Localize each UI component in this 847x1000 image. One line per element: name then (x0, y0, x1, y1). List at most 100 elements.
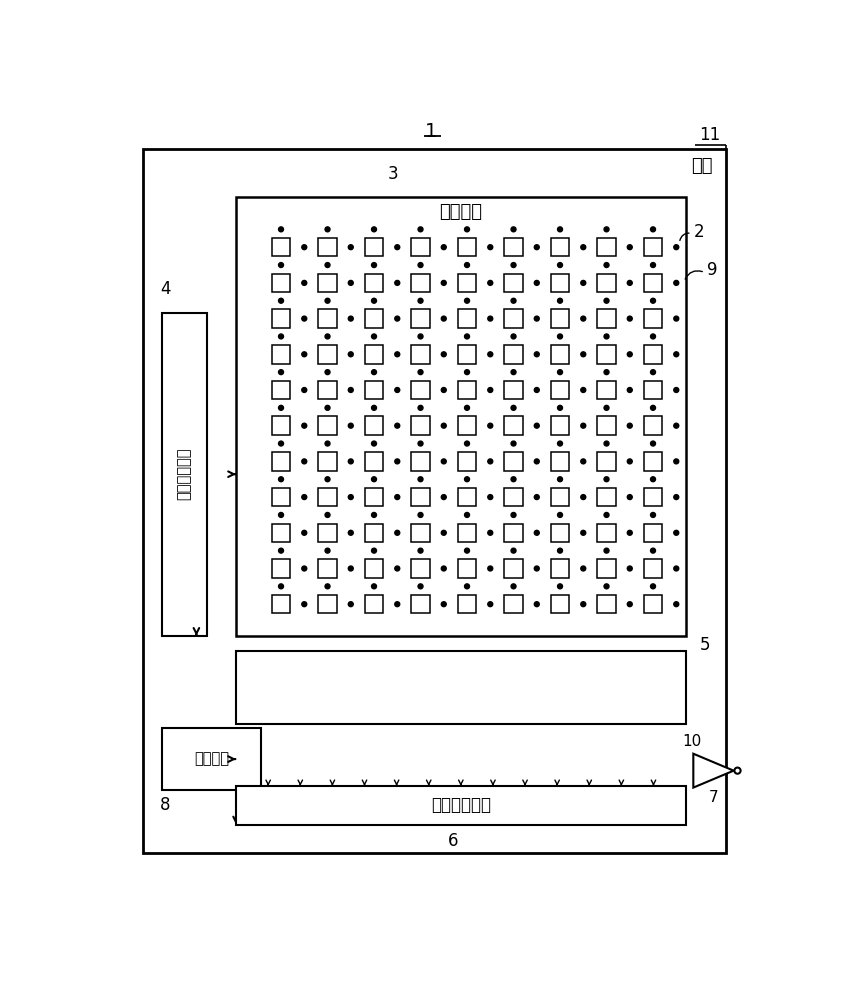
Bar (272, 274, 291, 292)
Circle shape (534, 530, 540, 535)
Bar (365, 595, 384, 613)
Bar (318, 381, 337, 399)
Bar (411, 524, 430, 542)
Circle shape (325, 512, 330, 517)
Circle shape (557, 584, 562, 589)
Circle shape (418, 584, 423, 589)
Text: 4: 4 (160, 280, 171, 298)
Polygon shape (694, 754, 734, 788)
Circle shape (395, 459, 400, 464)
Circle shape (511, 263, 516, 268)
Circle shape (557, 477, 562, 482)
Circle shape (464, 405, 469, 410)
Circle shape (348, 245, 353, 250)
Circle shape (372, 334, 377, 339)
Circle shape (581, 602, 586, 607)
Bar (365, 381, 384, 399)
Circle shape (557, 263, 562, 268)
Circle shape (488, 566, 493, 571)
Circle shape (674, 495, 678, 500)
Circle shape (464, 477, 469, 482)
Circle shape (557, 334, 562, 339)
Bar (457, 452, 476, 471)
Text: 8: 8 (160, 796, 171, 814)
Circle shape (650, 227, 656, 232)
Circle shape (604, 548, 609, 553)
Circle shape (279, 298, 284, 303)
Bar (143, 149, 726, 853)
Circle shape (325, 227, 330, 232)
Circle shape (628, 530, 632, 535)
Bar (457, 416, 476, 435)
Bar (457, 309, 476, 328)
Circle shape (302, 495, 307, 500)
Circle shape (628, 316, 632, 321)
Bar (644, 345, 662, 364)
Circle shape (534, 423, 540, 428)
Bar (551, 345, 569, 364)
Circle shape (557, 298, 562, 303)
Circle shape (628, 495, 632, 500)
Bar (504, 238, 523, 256)
Circle shape (348, 566, 353, 571)
Bar (644, 381, 662, 399)
Bar (597, 595, 616, 613)
Circle shape (674, 459, 678, 464)
Circle shape (534, 280, 540, 285)
Circle shape (348, 495, 353, 500)
Circle shape (650, 334, 656, 339)
Circle shape (325, 477, 330, 482)
Bar (551, 274, 569, 292)
Circle shape (325, 405, 330, 410)
Bar (504, 274, 523, 292)
Text: 11: 11 (699, 126, 720, 144)
Bar (411, 488, 430, 506)
Bar (457, 345, 476, 364)
Bar (162, 728, 261, 790)
Bar (504, 381, 523, 399)
Bar (551, 488, 569, 506)
Bar (644, 309, 662, 328)
Text: 5: 5 (700, 636, 710, 654)
Bar (365, 309, 384, 328)
Circle shape (628, 459, 632, 464)
Circle shape (464, 298, 469, 303)
Bar (365, 559, 384, 578)
Circle shape (372, 584, 377, 589)
Circle shape (650, 263, 656, 268)
Text: 2: 2 (694, 223, 704, 241)
Bar (318, 274, 337, 292)
Text: 1: 1 (425, 122, 438, 141)
Bar (644, 595, 662, 613)
Bar (365, 238, 384, 256)
Circle shape (628, 423, 632, 428)
Circle shape (534, 566, 540, 571)
Circle shape (279, 370, 284, 375)
Circle shape (557, 441, 562, 446)
Text: 10: 10 (682, 734, 701, 749)
Circle shape (372, 263, 377, 268)
Bar (597, 345, 616, 364)
Circle shape (395, 530, 400, 535)
Bar (551, 309, 569, 328)
Circle shape (557, 405, 562, 410)
Circle shape (395, 280, 400, 285)
Bar (318, 488, 337, 506)
Bar (504, 559, 523, 578)
Circle shape (464, 227, 469, 232)
Circle shape (488, 352, 493, 357)
Circle shape (372, 227, 377, 232)
Bar (551, 381, 569, 399)
Bar (272, 238, 291, 256)
Circle shape (279, 441, 284, 446)
Circle shape (418, 405, 423, 410)
Circle shape (581, 495, 586, 500)
Bar (644, 238, 662, 256)
Bar (318, 559, 337, 578)
Circle shape (372, 512, 377, 517)
Circle shape (604, 441, 609, 446)
Circle shape (581, 423, 586, 428)
Bar (504, 488, 523, 506)
Bar (597, 238, 616, 256)
Bar (644, 274, 662, 292)
